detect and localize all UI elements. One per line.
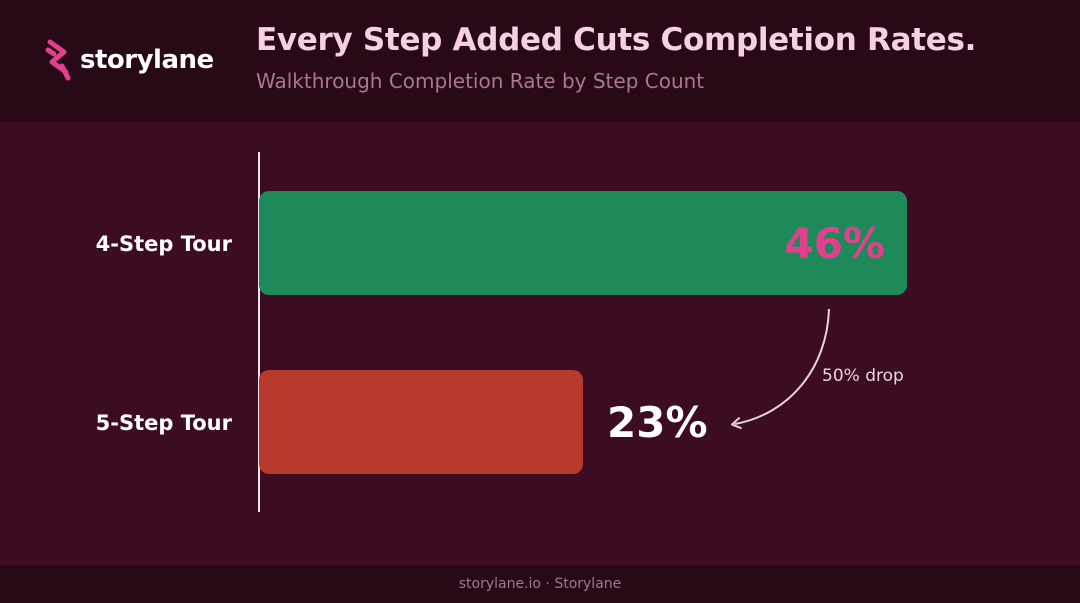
bars-group: 4-Step Tour 46% 5-Step Tour 23%	[96, 191, 907, 474]
category-label-5-step-tour: 5-Step Tour	[96, 411, 233, 435]
value-label-5-step-tour: 23%	[607, 398, 708, 447]
storylane-logo-icon	[45, 39, 71, 81]
value-label-4-step-tour: 46%	[784, 219, 885, 268]
chart-title: Every Step Added Cuts Completion Rates.	[256, 22, 977, 58]
footer-bar: storylane.io · Storylane	[0, 565, 1080, 603]
bar-5-step-tour	[259, 370, 583, 474]
brand-name: storylane	[80, 45, 214, 75]
brand-logo: storylane	[44, 38, 214, 82]
header-bar: storylane Every Step Added Cuts Completi…	[0, 0, 1080, 122]
drop-annotation-label: 50% drop	[822, 366, 904, 386]
drop-arrow	[731, 308, 830, 430]
chart-subtitle: Walkthrough Completion Rate by Step Coun…	[256, 69, 705, 93]
footer-text: storylane.io · Storylane	[458, 576, 622, 592]
category-label-4-step-tour: 4-Step Tour	[96, 232, 233, 256]
drop-annotation: 50% drop	[731, 308, 904, 430]
bar-4-step-tour	[259, 191, 907, 295]
